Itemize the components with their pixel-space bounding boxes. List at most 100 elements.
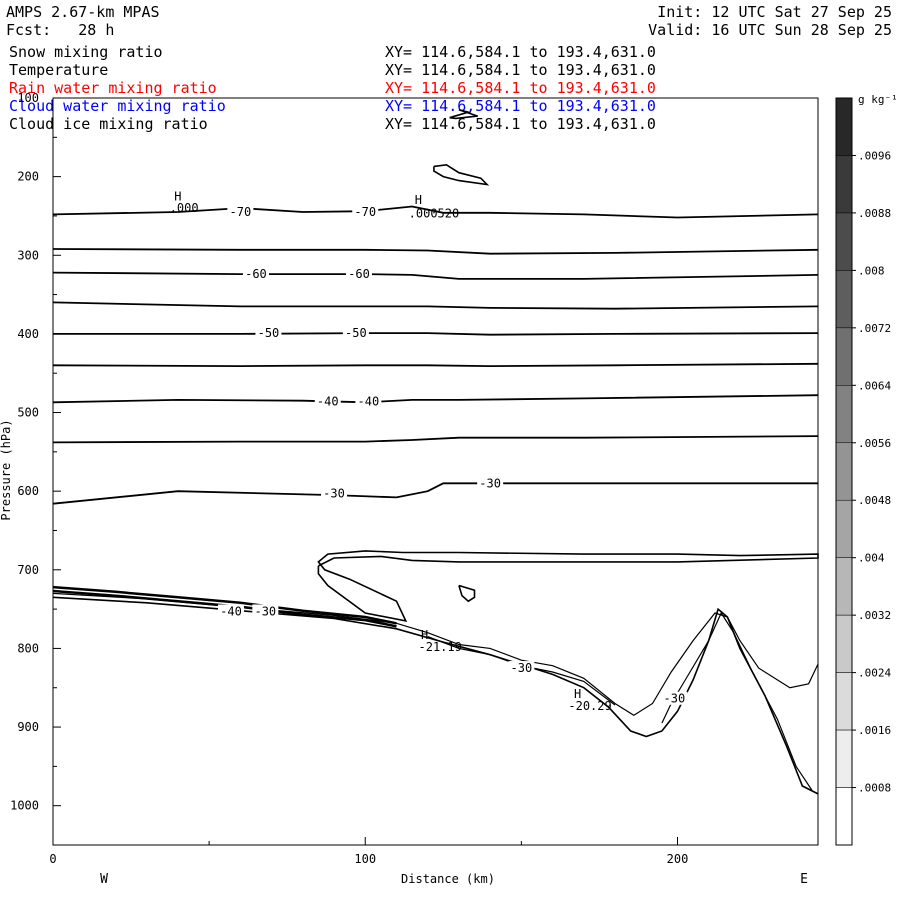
colorbar-swatch-2 bbox=[835, 212, 853, 271]
colorbar-swatch-4 bbox=[835, 327, 853, 386]
contour-label-12: -30 bbox=[511, 661, 533, 675]
y-tick-label-1: 200 bbox=[17, 170, 39, 184]
contour-label-3: -60 bbox=[348, 267, 370, 281]
colorbar-swatch-12 bbox=[835, 787, 853, 846]
contour-label-11: -30 bbox=[254, 604, 276, 618]
extremum-label-4: H bbox=[421, 628, 428, 642]
field-name-cloud-ice: Cloud ice mixing ratio bbox=[9, 115, 208, 133]
colorbar-swatch-7 bbox=[835, 499, 853, 558]
contour-label-10: -40 bbox=[220, 604, 242, 618]
contour-label-6: -40 bbox=[317, 395, 339, 409]
colorbar-unit: g kg⁻¹ bbox=[858, 93, 898, 106]
contour-labels: -70 -70 -60 -60 -50 -50 -40 -40 -30 -30 -40 -30 -30 -… bbox=[170, 189, 688, 713]
colorbar-swatch-10 bbox=[835, 672, 853, 731]
colorbar-swatch-8 bbox=[835, 557, 853, 616]
isotherm-line-4 bbox=[53, 332, 819, 336]
contour-label-9: -30 bbox=[479, 476, 501, 490]
x-tick-label-0: 0 bbox=[49, 852, 56, 866]
y-tick-label-3: 400 bbox=[17, 327, 39, 341]
isotherm-line-5 bbox=[52, 362, 819, 368]
colorbar-tick-label-11: .0008 bbox=[858, 782, 891, 795]
y-tick-label-2: 300 bbox=[17, 248, 39, 262]
isotherm-line-2 bbox=[52, 271, 819, 280]
colorbar-tick-label-1: .0088 bbox=[858, 207, 891, 220]
field-xy-temperature: XY= 114.6,584.1 to 193.4,631.0 bbox=[385, 61, 656, 79]
extremum-label-1: .000 bbox=[170, 201, 199, 215]
y-tick-label-4: 500 bbox=[17, 406, 39, 420]
contour-label-bg-1 bbox=[352, 205, 379, 219]
contour-label-2: -60 bbox=[245, 267, 267, 281]
contour-label-bg-0 bbox=[227, 205, 254, 219]
colorbar-swatch-1 bbox=[835, 155, 853, 214]
field-xy-cloud-ice: XY= 114.6,584.1 to 193.4,631.0 bbox=[385, 115, 656, 133]
contour-label-5: -50 bbox=[345, 326, 367, 340]
x-axis-label: Distance (km) bbox=[401, 872, 495, 886]
colorbar-tick-label-2: .008 bbox=[858, 264, 885, 277]
isotherm-line-0 bbox=[52, 205, 819, 219]
contour-label-13: -30 bbox=[664, 692, 686, 706]
extremum-label-6: H bbox=[574, 687, 581, 701]
closed-contour-0 bbox=[433, 163, 490, 186]
colorbar-tick-label-3: .0072 bbox=[858, 322, 891, 335]
colorbar-tick-label-9: .0024 bbox=[858, 667, 891, 680]
colorbar-frame bbox=[835, 97, 853, 846]
colorbar-swatch-3 bbox=[835, 270, 853, 329]
closed-contours bbox=[317, 109, 819, 622]
colorbar-tick-label-5: .0056 bbox=[858, 437, 891, 450]
extremum-label-3: .000520 bbox=[409, 207, 460, 221]
west-label: W bbox=[100, 872, 108, 887]
field-xy-snow: XY= 114.6,584.1 to 193.4,631.0 bbox=[385, 43, 656, 61]
surface-line-0 bbox=[52, 585, 397, 625]
y-tick-label-5: 600 bbox=[17, 484, 39, 498]
contour-label-8: -30 bbox=[323, 487, 345, 501]
colorbar-tick-label-10: .0016 bbox=[858, 724, 891, 737]
contour-label-bg-10 bbox=[217, 604, 244, 618]
y-tick-label-8: 900 bbox=[17, 720, 39, 734]
surface-line-2 bbox=[52, 592, 819, 717]
y-tick-label-9: 1000 bbox=[10, 799, 39, 813]
closed-contour-3 bbox=[458, 584, 476, 603]
isotherm-line-7 bbox=[52, 435, 819, 444]
contour-label-bg-9 bbox=[477, 476, 504, 490]
y-tick-label-7: 800 bbox=[17, 641, 39, 655]
colorbar-swatch-0 bbox=[835, 97, 853, 156]
closed-contour-1 bbox=[449, 109, 478, 120]
contour-label-bg-13 bbox=[661, 691, 688, 705]
contour-label-bg-4 bbox=[255, 326, 282, 340]
colorbar-tick-label-8: .0032 bbox=[858, 609, 891, 622]
isotherm-line-3 bbox=[52, 301, 819, 310]
colorbar-tick-label-0: .0096 bbox=[858, 149, 891, 162]
field-name-rain: Rain water mixing ratio bbox=[9, 79, 217, 97]
field-xy-cloud-water: XY= 114.6,584.1 to 193.4,631.0 bbox=[385, 97, 656, 115]
isotherm-line-1 bbox=[52, 248, 819, 255]
isotherm-lines bbox=[52, 205, 819, 505]
contour-label-bg-8 bbox=[321, 486, 348, 500]
axis-ticks: 0 100 200 100 200 300 400 500 600 700 800 900 1000 bbox=[10, 91, 688, 866]
contour-label-bg-2 bbox=[242, 267, 269, 281]
terrain-line bbox=[52, 596, 819, 795]
contour-label-7: -40 bbox=[358, 395, 380, 409]
contour-label-bg-5 bbox=[342, 326, 369, 340]
y-tick-label-0: 100 bbox=[17, 91, 39, 105]
y-axis-label: Pressure (hPa) bbox=[0, 419, 13, 520]
contour-label-bg-12 bbox=[508, 661, 535, 675]
colorbar-tick-label-4: .0064 bbox=[858, 379, 891, 392]
model-title: AMPS 2.67-km MPAS bbox=[6, 3, 160, 21]
colorbar-tick-label-7: .004 bbox=[858, 552, 885, 565]
field-name-temperature: Temperature bbox=[9, 61, 109, 79]
contour-label-0: -70 bbox=[230, 205, 252, 219]
contour-label-1: -70 bbox=[354, 205, 376, 219]
field-name-cloud-water: Cloud water mixing ratio bbox=[9, 97, 226, 115]
forecast-hour: Fcst: 28 h bbox=[6, 21, 115, 39]
extremum-label-7: -20.29 bbox=[568, 699, 611, 713]
x-tick-label-2: 200 bbox=[667, 852, 689, 866]
extremum-label-5: -21.19 bbox=[419, 640, 462, 654]
field-xy-rain: XY= 114.6,584.1 to 193.4,631.0 bbox=[385, 79, 656, 97]
contour-label-4: -50 bbox=[258, 326, 280, 340]
colorbar: .0096 .0088 .008 .0072 .0064 .0056 .0048 .004 .0… bbox=[835, 97, 891, 846]
surface-lines bbox=[52, 585, 819, 795]
colorbar-tick-label-6: .0048 bbox=[858, 494, 891, 507]
valid-time: Valid: 16 UTC Sun 28 Sep 25 bbox=[648, 21, 892, 39]
contour-label-bg-7 bbox=[355, 394, 382, 408]
colorbar-swatch-11 bbox=[835, 729, 853, 788]
